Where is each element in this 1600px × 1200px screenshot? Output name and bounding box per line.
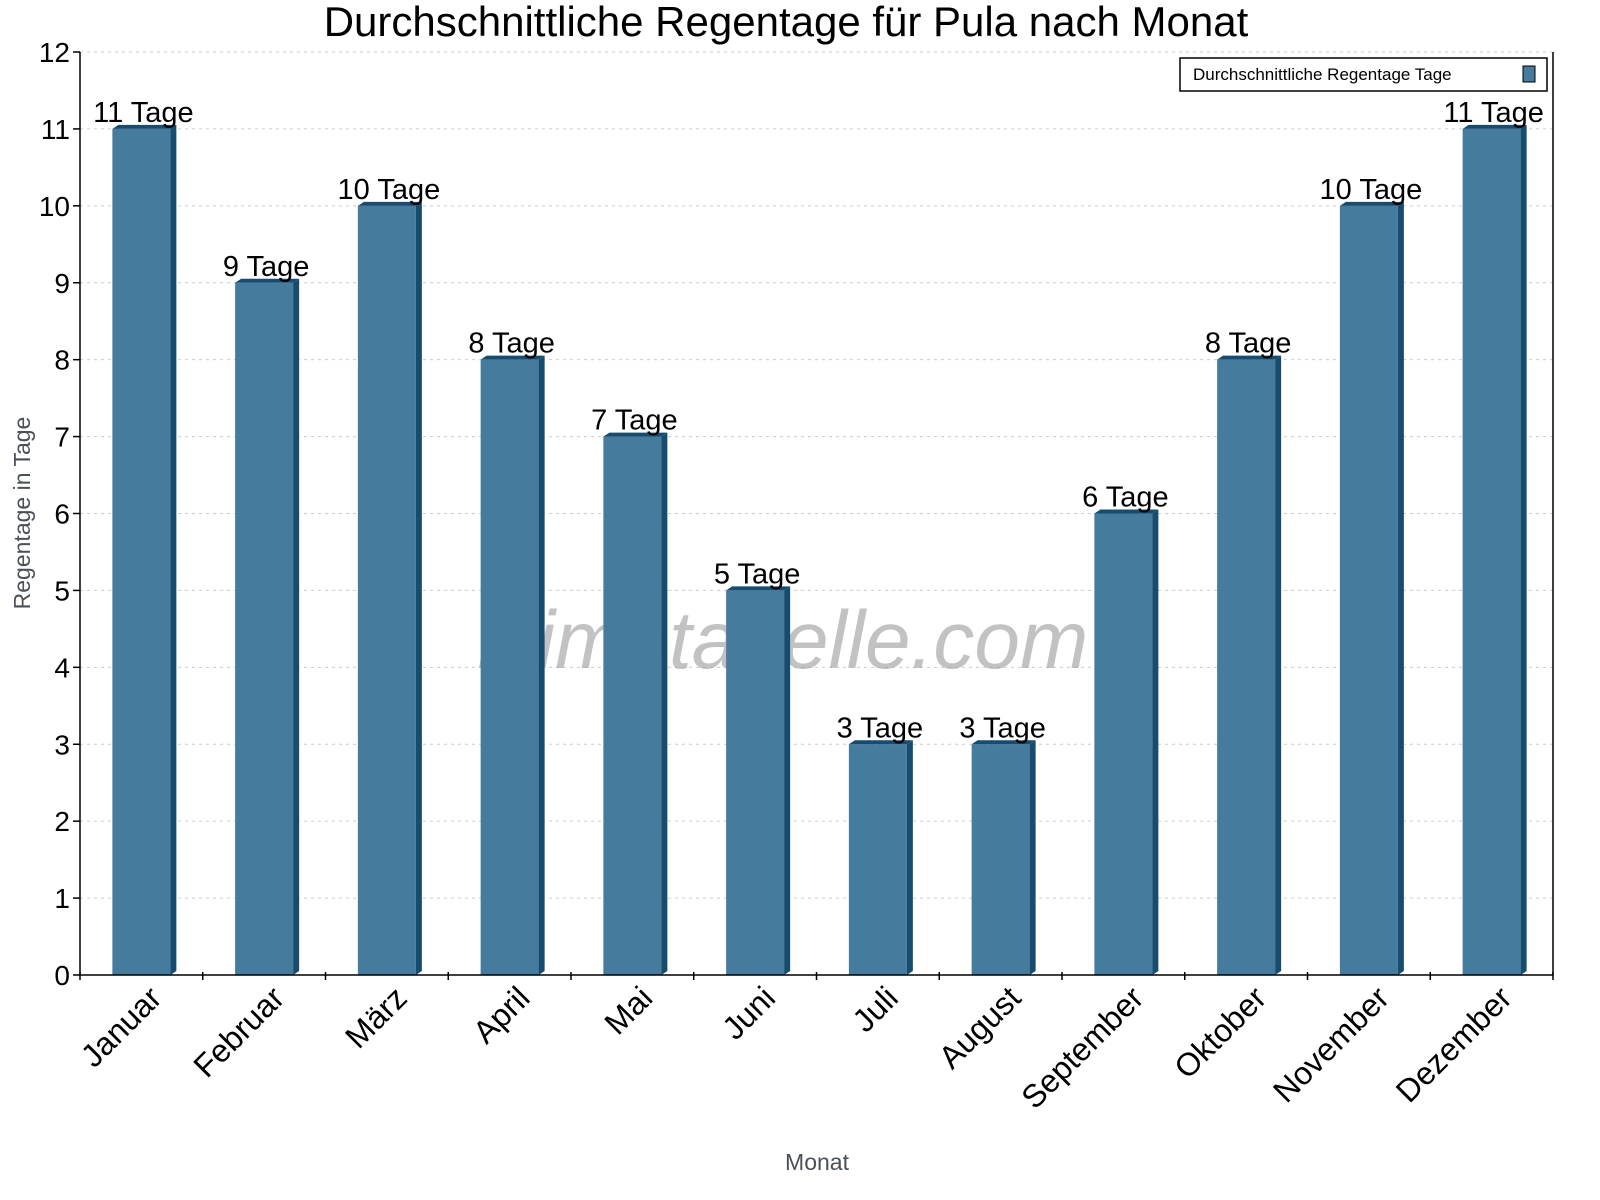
x-tick-label: Dezember (1389, 979, 1519, 1109)
x-tick-label: Januar (74, 979, 169, 1074)
y-tick-label: 2 (54, 806, 70, 837)
data-label: 10 Tage (1320, 174, 1423, 206)
y-axis-label: Regentage in Tage (9, 417, 35, 610)
bar-side (415, 201, 422, 976)
bar-top (1339, 201, 1404, 206)
y-tick-label: 11 (41, 114, 70, 145)
x-tick-label: Juni (715, 979, 782, 1046)
y-tick-label: 7 (54, 422, 70, 453)
y-tick-label: 3 (54, 729, 70, 760)
grid-lines (80, 51, 1553, 899)
bar-side (661, 432, 668, 975)
bar-side (170, 124, 177, 975)
x-tick-label: November (1266, 979, 1396, 1109)
x-tick-label: September (1014, 979, 1150, 1115)
y-tick-label: 6 (54, 499, 70, 530)
data-label: 5 Tage (714, 558, 801, 590)
bar-top (603, 432, 668, 437)
data-label: 8 Tage (1205, 328, 1292, 360)
bar-top (1462, 124, 1527, 129)
data-label: 9 Tage (223, 251, 310, 283)
bar (1217, 359, 1276, 976)
data-label: 7 Tage (591, 405, 678, 437)
y-tick-label: 12 (39, 37, 70, 68)
data-label: 11 Tage (1443, 97, 1544, 129)
bar (235, 282, 294, 975)
bar-top (480, 355, 545, 360)
data-label: 3 Tage (837, 712, 924, 744)
data-label: 8 Tage (468, 328, 555, 360)
bar (1462, 128, 1521, 975)
y-tick-label: 4 (54, 652, 70, 683)
legend: Durchschnittliche Regentage Tage (1179, 57, 1548, 92)
bar-side (1520, 124, 1527, 975)
bar-top (235, 278, 300, 283)
bar (603, 436, 662, 975)
y-tick-label: 10 (39, 191, 70, 222)
bar-top (971, 740, 1036, 745)
y-tick-label: 5 (54, 575, 70, 606)
bars: 11 Tage 9 Tage 10 Tage 8 Tage 7 Tage 5 Tage 3 … (93, 97, 1544, 976)
bar (357, 205, 416, 976)
y-tick-label: 0 (54, 960, 70, 991)
bar-top (357, 201, 422, 206)
y-tick-label: 9 (54, 268, 70, 299)
bar-side (293, 278, 300, 975)
bar-side (784, 586, 791, 975)
x-tick-label: April (466, 979, 537, 1050)
bar-side (1275, 355, 1282, 976)
y-tick-label: 8 (54, 345, 70, 376)
bar (848, 744, 907, 975)
data-label: 10 Tage (338, 174, 441, 206)
bar-side (1152, 509, 1159, 975)
bar (1339, 205, 1398, 976)
data-label: 3 Tage (959, 712, 1046, 744)
x-tick-label: Oktober (1167, 979, 1273, 1085)
bar (480, 359, 539, 976)
x-tick-label: März (338, 979, 414, 1055)
legend-box (1179, 57, 1548, 92)
y-tick-label: 1 (54, 883, 70, 914)
bar-top (1217, 355, 1282, 360)
data-label: 6 Tage (1082, 482, 1169, 514)
x-axis-label: Monat (785, 1149, 850, 1175)
bar-side (906, 740, 913, 975)
bar (726, 590, 785, 975)
bar-side (1029, 740, 1036, 975)
x-tick-label: Mai (597, 979, 659, 1041)
bar-top (726, 586, 791, 591)
bar-top (848, 740, 913, 745)
data-label: 11 Tage (93, 97, 194, 129)
bar (112, 128, 171, 975)
bar-side (538, 355, 545, 976)
bar (971, 744, 1030, 975)
chart-title: Durchschnittliche Regentage für Pula nac… (324, 0, 1249, 45)
bar (1094, 513, 1153, 975)
legend-swatch (1522, 65, 1536, 83)
x-tick-label: Februar (186, 979, 291, 1084)
bar-side (1397, 201, 1404, 976)
x-tick-label: Juli (845, 979, 904, 1038)
bar-top (1094, 509, 1159, 514)
x-tick-label: August (932, 979, 1028, 1075)
bar-top (112, 124, 177, 129)
legend-label: Durchschnittliche Regentage Tage (1193, 65, 1452, 84)
